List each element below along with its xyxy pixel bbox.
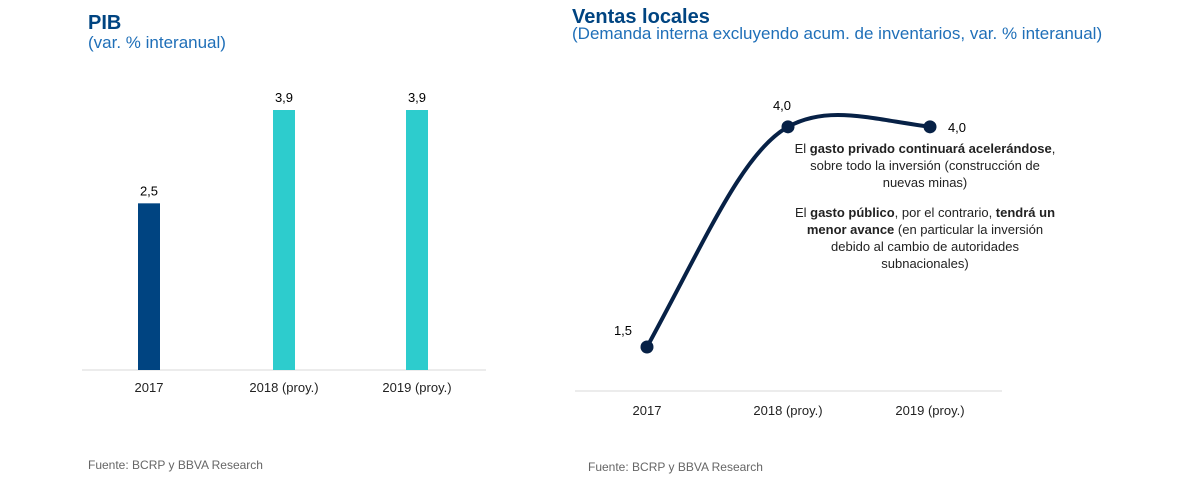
ventas-chart-title: Ventas locales: [572, 6, 710, 28]
private-spending-note: El gasto privado continuará acelerándose…: [790, 140, 1060, 191]
ventas-chart-subtitle: (Demanda interna excluyendo acum. de inv…: [572, 24, 1103, 43]
ventas-value-label: 1,5: [614, 323, 632, 338]
ventas-data-point: [923, 120, 937, 134]
note2-text-bold2: tendrá un menor avance: [806, 205, 1056, 237]
ventas-x-tick-label: 2019 (proy.): [895, 403, 964, 418]
pib-bar-value-label: 3,9: [275, 90, 293, 105]
note2-text-c: , por el contrario,: [894, 205, 996, 220]
ventas-data-point: [781, 120, 795, 134]
pib-x-tick-label: 2018 (proy.): [249, 380, 318, 395]
ventas-x-tick-label: 2017: [633, 403, 662, 418]
pib-chart-title: PIB: [88, 12, 122, 34]
note2-text-bold1: gasto público: [810, 205, 895, 220]
note2-text-a: El: [794, 205, 811, 220]
pib-bar-2017: [138, 203, 160, 370]
ventas-value-label: 4,0: [773, 98, 791, 113]
ventas-data-point: [640, 340, 654, 354]
note1-text-bold: gasto privado continuará acelerándose: [809, 141, 1052, 156]
pib-bar-2019 (proy.): [406, 110, 428, 370]
pib-chart-source: Fuente: BCRP y BBVA Research: [88, 458, 263, 472]
ventas-value-label: 4,0: [948, 120, 966, 135]
pib-bar-2018 (proy.): [273, 110, 295, 370]
note1-text-c: , sobre todo la inversión (construcción …: [810, 141, 1056, 190]
note1-text-a: El: [794, 141, 810, 156]
pib-chart-subtitle: (var. % interanual): [88, 33, 226, 52]
pib-bar-value-label: 2,5: [140, 183, 158, 198]
ventas-chart-source: Fuente: BCRP y BBVA Research: [588, 460, 763, 474]
ventas-x-tick-label: 2018 (proy.): [753, 403, 822, 418]
pib-bar-value-label: 3,9: [408, 90, 426, 105]
ventas-series-line: [645, 113, 932, 349]
public-spending-note: El gasto público, por el contrario, tend…: [790, 204, 1060, 272]
pib-x-tick-label: 2019 (proy.): [382, 380, 451, 395]
note2-text-e: (en particular la inversión debido al ca…: [831, 222, 1044, 271]
pib-x-tick-label: 2017: [135, 380, 164, 395]
